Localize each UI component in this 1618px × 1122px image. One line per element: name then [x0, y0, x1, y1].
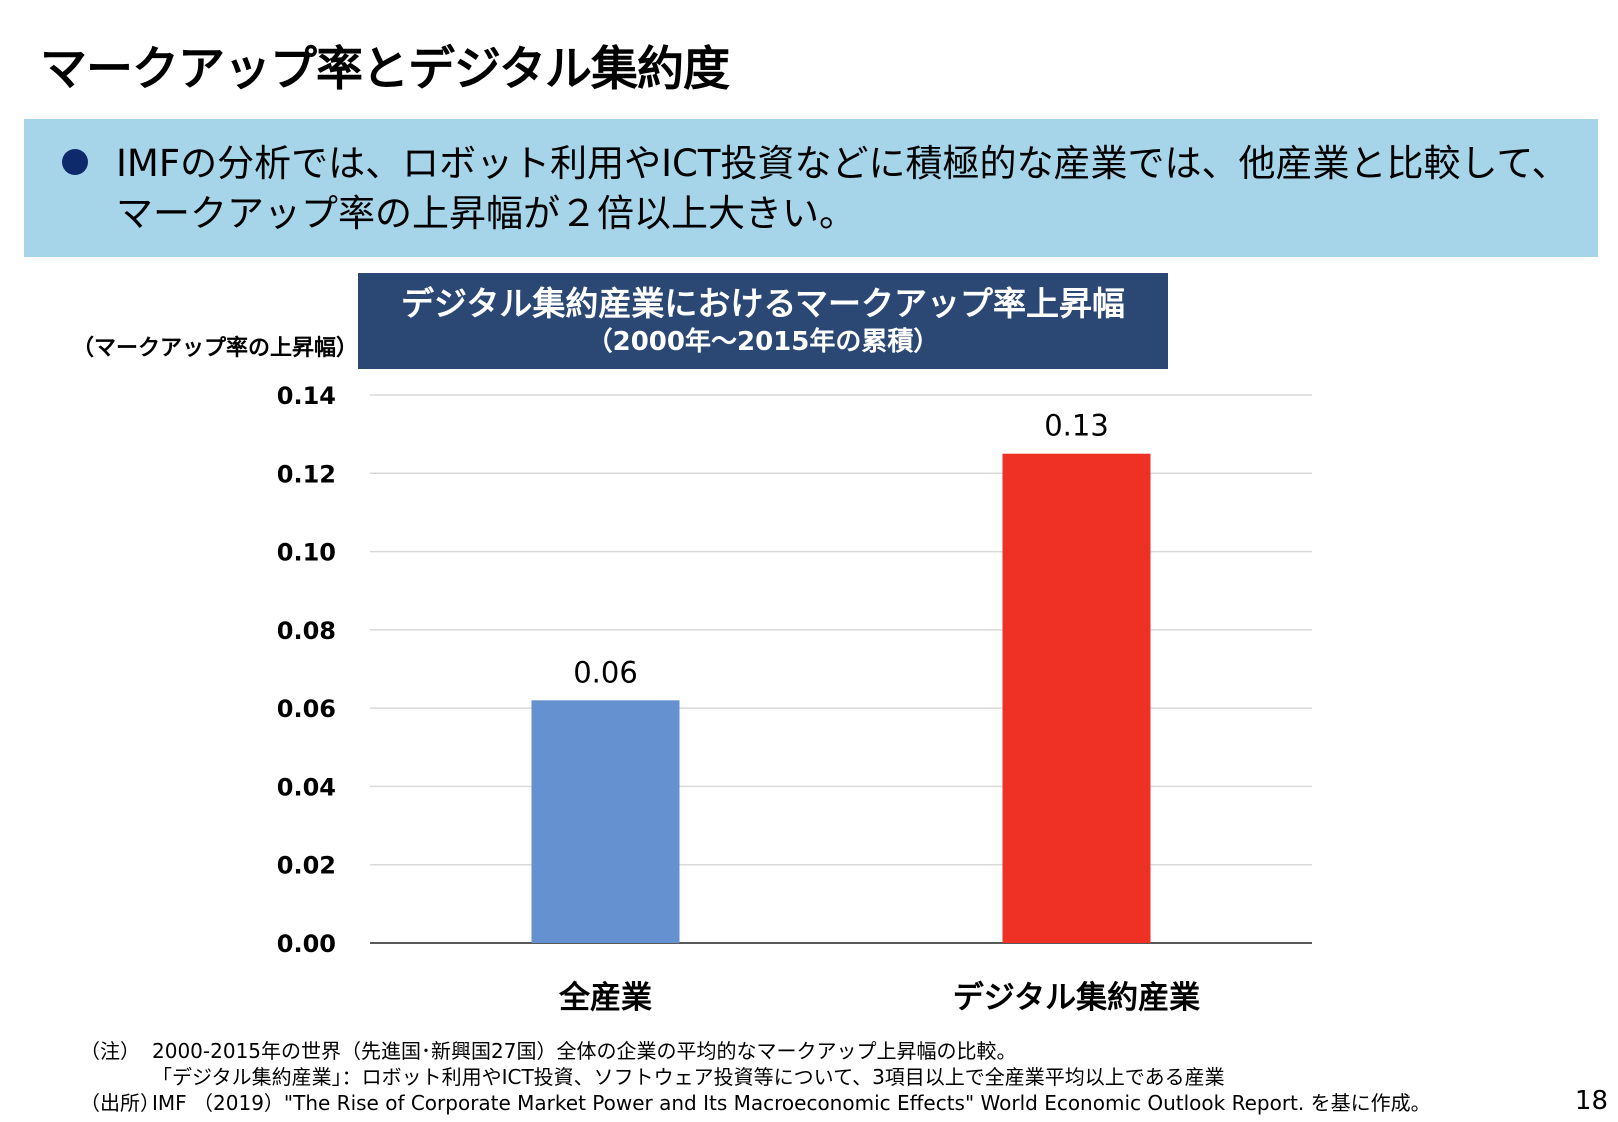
data-label: 0.06	[573, 655, 638, 689]
y-tick-label: 0.14	[277, 382, 336, 410]
summary-box: IMFの分析では、ロボット利用やICT投資などに積極的な産業では、他産業と比較し…	[24, 119, 1598, 257]
y-tick-label: 0.06	[277, 695, 336, 723]
chart-title: デジタル集約産業におけるマークアップ率上昇幅	[400, 284, 1126, 323]
source-text: IMF （2019）"The Rise of Corporate Market …	[152, 1091, 1431, 1115]
notes-block: （注） 2000-2015年の世界（先進国･新興国27国）全体の企業の平均的なマ…	[80, 1038, 1431, 1116]
y-tick-label: 0.08	[277, 617, 336, 645]
y-axis-label: （マークアップ率の上昇幅）	[72, 336, 359, 361]
source-row: （出所） IMF （2019）"The Rise of Corporate Ma…	[80, 1090, 1431, 1116]
y-tick-label: 0.10	[277, 539, 336, 567]
y-tick-label: 0.12	[277, 460, 336, 488]
note-row: （注） 2000-2015年の世界（先進国･新興国27国）全体の企業の平均的なマ…	[80, 1038, 1431, 1064]
page-title: マークアップ率とデジタル集約度	[40, 42, 730, 97]
note-line-2: 「デジタル集約産業」：ロボット利用やICT投資、ソフトウェア投資等について、3項…	[152, 1065, 1225, 1089]
y-tick-label: 0.00	[277, 930, 336, 958]
chart-title-box: デジタル集約産業におけるマークアップ率上昇幅 （2000年～2015年の累積）	[358, 273, 1168, 369]
note-line-1: 2000-2015年の世界（先進国･新興国27国）全体の企業の平均的なマークアッ…	[152, 1039, 1017, 1063]
source-prefix: （出所）	[80, 1091, 160, 1115]
y-tick-label: 0.02	[277, 852, 336, 880]
bar-chart: 0.00 0.02 0.04 0.06 0.08 0.10 0.12 0.14 0.06 全産業 0…	[277, 382, 1312, 1016]
page-number: 18	[1574, 1086, 1608, 1116]
chart-subtitle: （2000年～2015年の累積）	[586, 327, 940, 357]
note-row: 「デジタル集約産業」：ロボット利用やICT投資、ソフトウェア投資等について、3項…	[80, 1064, 1431, 1090]
category-label: デジタル集約産業	[953, 980, 1200, 1016]
note-prefix: （注）	[80, 1039, 140, 1063]
y-tick-label: 0.04	[277, 773, 336, 801]
category-label: 全産業	[558, 980, 652, 1016]
summary-text: IMFの分析では、ロボット利用やICT投資などに積極的な産業では、他産業と比較し…	[116, 142, 1569, 235]
bullet-icon	[62, 149, 88, 175]
data-label: 0.13	[1044, 409, 1109, 443]
bar	[1002, 453, 1151, 943]
bar	[531, 700, 680, 943]
